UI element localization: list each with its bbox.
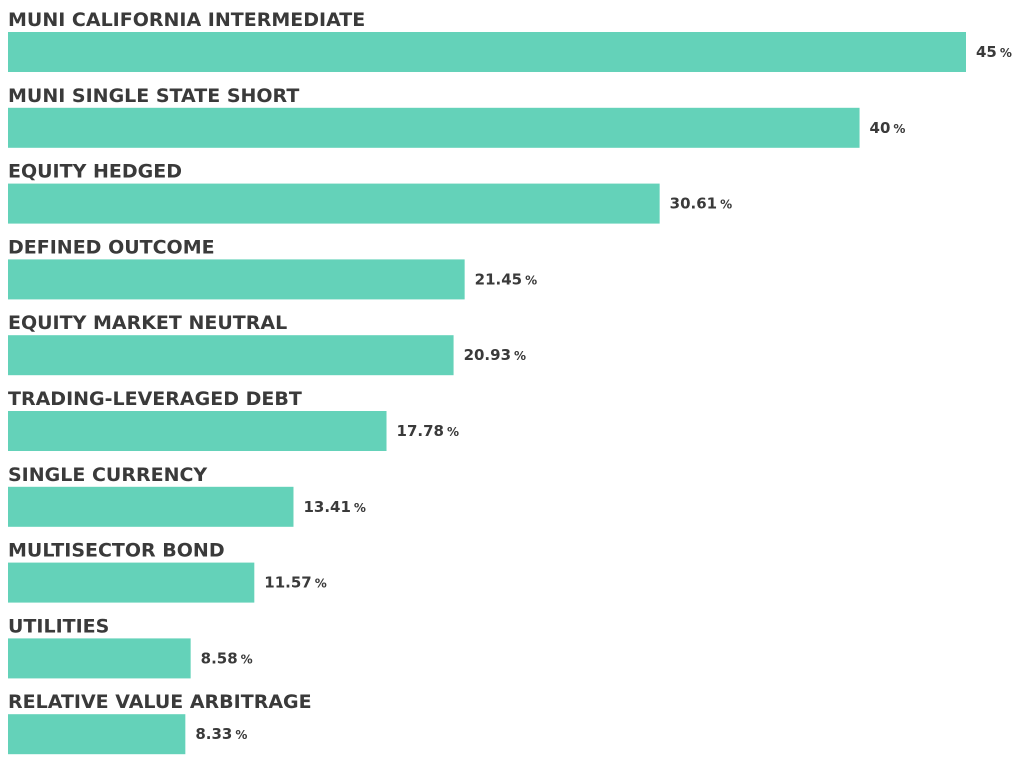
bar xyxy=(8,335,454,376)
category-label: RELATIVE VALUE ARBITRAGE xyxy=(8,691,312,713)
bar xyxy=(8,562,255,603)
bar-row: EQUITY HEDGED 30.61% xyxy=(8,161,732,224)
value-unit: % xyxy=(235,728,247,742)
value-unit: % xyxy=(514,349,526,363)
bar xyxy=(8,183,660,224)
category-label: MULTISECTOR BOND xyxy=(8,540,225,562)
value-unit: % xyxy=(354,501,366,515)
value-number: 45 xyxy=(976,43,997,61)
bar xyxy=(8,259,465,300)
value-unit: % xyxy=(1000,46,1012,60)
value-label: 17.78% xyxy=(397,422,459,440)
bar xyxy=(8,411,387,451)
value-label: 20.93% xyxy=(464,346,526,364)
bar-row: DEFINED OUTCOME 21.45% xyxy=(8,236,537,300)
value-label: 40% xyxy=(870,119,906,137)
bar-row: MUNI SINGLE STATE SHORT 40% xyxy=(8,85,905,148)
value-number: 21.45 xyxy=(475,270,522,288)
value-number: 8.33 xyxy=(195,725,232,743)
value-unit: % xyxy=(893,122,905,136)
category-label: MUNI CALIFORNIA INTERMEDIATE xyxy=(8,9,365,31)
value-number: 11.57 xyxy=(264,574,311,592)
value-label: 8.33% xyxy=(195,725,247,743)
bar xyxy=(8,107,860,148)
category-label: UTILITIES xyxy=(8,615,109,637)
value-label: 11.57% xyxy=(264,574,326,592)
value-label: 13.41% xyxy=(303,498,365,516)
value-number: 8.58 xyxy=(201,649,238,667)
value-label: 30.61% xyxy=(670,195,732,213)
bar-row: SINGLE CURRENCY 13.41% xyxy=(8,464,366,527)
value-label: 21.45% xyxy=(475,270,537,288)
value-unit: % xyxy=(315,577,327,591)
bar-row: UTILITIES 8.58% xyxy=(8,615,253,679)
category-label: DEFINED OUTCOME xyxy=(8,236,215,258)
category-label: EQUITY MARKET NEUTRAL xyxy=(8,312,287,334)
bar-row: EQUITY MARKET NEUTRAL 20.93% xyxy=(8,312,526,376)
category-label: MUNI SINGLE STATE SHORT xyxy=(8,85,299,107)
value-unit: % xyxy=(241,652,253,666)
bar-row: MULTISECTOR BOND 11.57% xyxy=(8,540,327,603)
category-label: EQUITY HEDGED xyxy=(8,161,182,183)
value-number: 20.93 xyxy=(464,346,511,364)
bar xyxy=(8,714,186,755)
value-number: 13.41 xyxy=(303,498,350,516)
value-unit: % xyxy=(720,198,732,212)
bar-row: MUNI CALIFORNIA INTERMEDIATE 45% xyxy=(8,9,1012,72)
bar xyxy=(8,32,966,72)
category-label: SINGLE CURRENCY xyxy=(8,464,207,486)
value-label: 45% xyxy=(976,43,1012,61)
value-label: 8.58% xyxy=(201,649,253,667)
category-label: TRADING-LEVERAGED DEBT xyxy=(8,388,302,410)
bar xyxy=(8,486,294,527)
value-unit: % xyxy=(447,425,459,439)
bar-row: TRADING-LEVERAGED DEBT 17.78% xyxy=(8,388,459,451)
value-unit: % xyxy=(525,273,537,287)
bar-row: RELATIVE VALUE ARBITRAGE 8.33% xyxy=(8,691,312,755)
value-number: 17.78 xyxy=(397,422,444,440)
bar xyxy=(8,638,191,679)
value-number: 40 xyxy=(870,119,891,137)
value-number: 30.61 xyxy=(670,195,717,213)
